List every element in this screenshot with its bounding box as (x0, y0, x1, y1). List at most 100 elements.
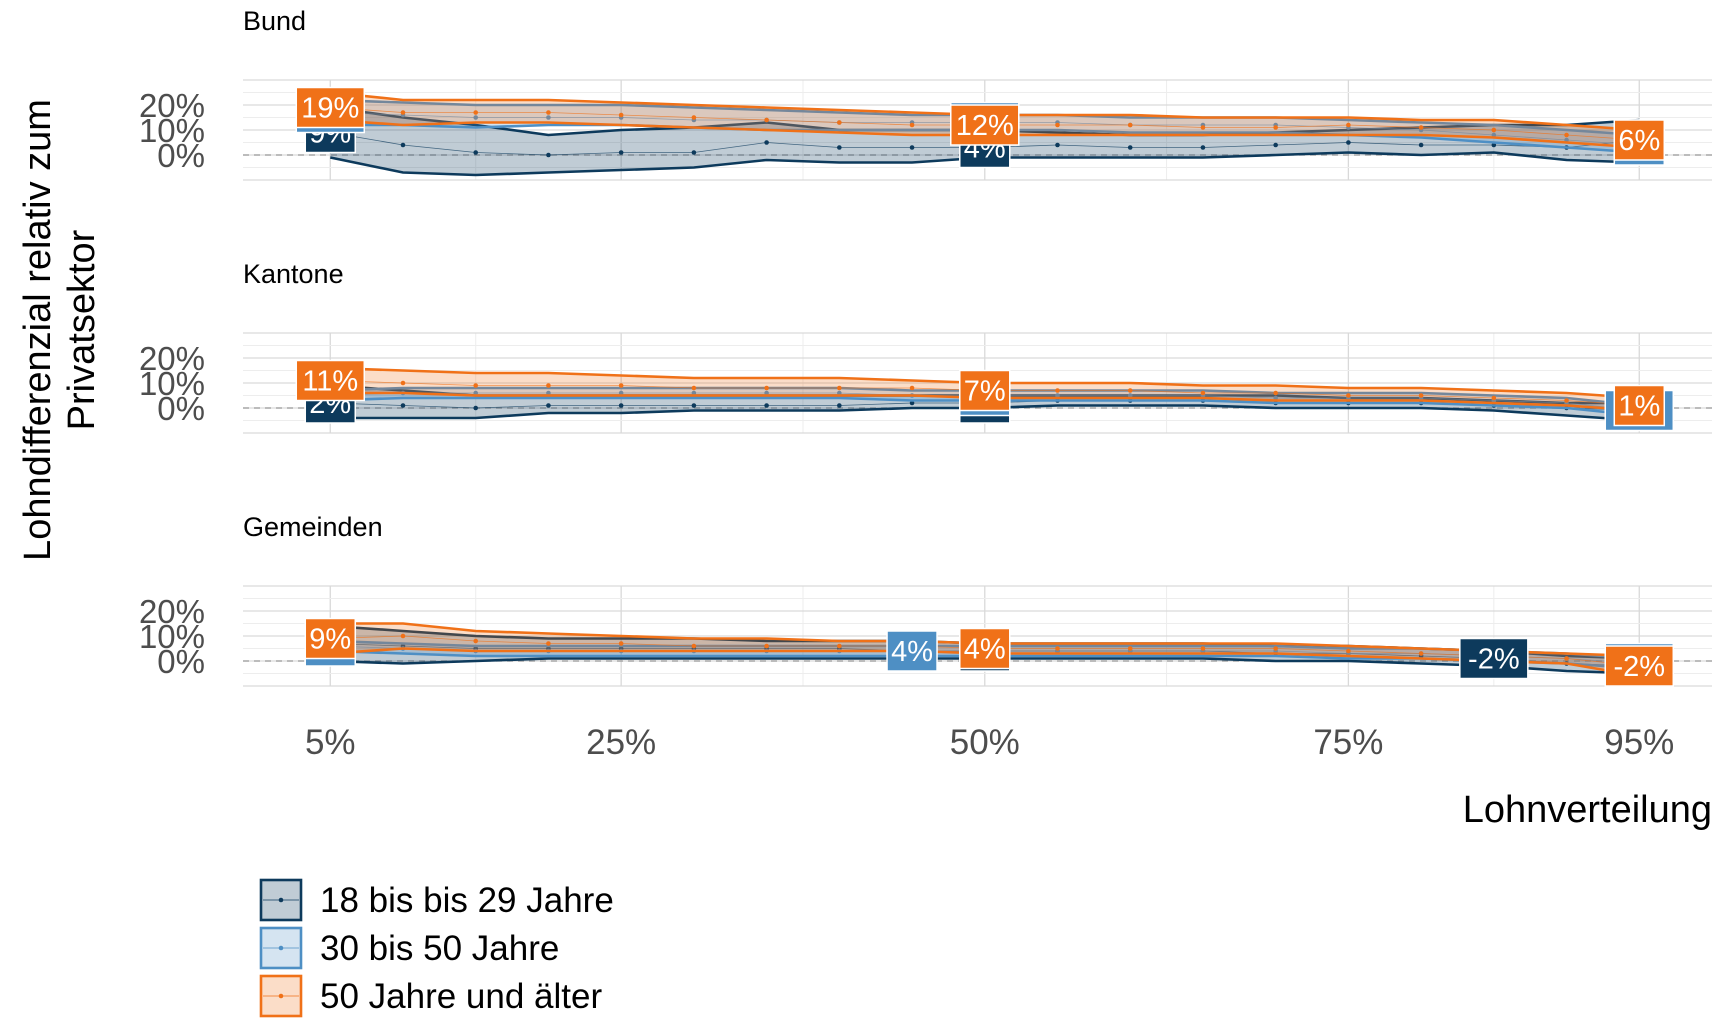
data-point (1346, 648, 1351, 654)
facet-title: Gemeinden (243, 512, 383, 542)
data-point (473, 383, 479, 388)
data-point (691, 115, 697, 120)
data-point (691, 403, 697, 408)
legend-item-30-bis-50-jahre: 30 bis 50 Jahre (259, 926, 559, 970)
x-axis-title: Lohnverteilung (1463, 789, 1712, 831)
data-point (1127, 646, 1133, 651)
data-point (1127, 122, 1133, 128)
data-point (546, 152, 551, 158)
legend: 18 bis bis 29 Jahre 30 bis 50 Jahre 50 Jah… (259, 878, 614, 1018)
y-tick-label: 0% (157, 137, 205, 174)
data-point (837, 385, 842, 391)
value-label-box (1613, 384, 1666, 427)
data-point (546, 115, 551, 120)
data-point (837, 145, 842, 150)
data-point (1055, 122, 1060, 128)
data-point (764, 385, 769, 391)
value-label-box (1604, 645, 1675, 687)
data-point (1491, 132, 1497, 138)
data-point (764, 117, 769, 123)
data-point (837, 120, 842, 125)
data-point (618, 383, 624, 388)
value-label: 12% (950, 104, 1020, 146)
legend-label: 50 Jahre und älter (320, 977, 602, 1016)
data-point (1273, 125, 1278, 130)
value-label: 19% (295, 86, 366, 129)
data-point (1418, 125, 1424, 130)
x-tick-label: 95% (1604, 723, 1674, 762)
y-tick-label: 0% (157, 390, 205, 427)
data-point (691, 390, 697, 396)
data-point (1055, 393, 1060, 398)
value-label: 7% (959, 369, 1011, 412)
value-label-box (295, 86, 366, 129)
data-point (1127, 393, 1133, 398)
value-label-box (304, 617, 357, 660)
data-point (473, 638, 479, 644)
legend-item-50-jahre-und-lter: 50 Jahre und älter (259, 974, 602, 1018)
data-point (618, 112, 624, 118)
data-point (1273, 646, 1278, 651)
data-point (837, 403, 842, 408)
value-label-text: 9% (309, 624, 351, 656)
y-tick-label: 10% (139, 618, 205, 655)
data-point (764, 140, 769, 145)
data-point (473, 405, 479, 411)
data-point (1564, 656, 1569, 661)
x-tick-label: 50% (950, 723, 1020, 762)
legend-item-18-bis-bis-29-jahre: 18 bis bis 29 Jahre (259, 878, 614, 922)
value-label-box (295, 359, 366, 402)
value-label-text: 1% (1618, 391, 1660, 423)
data-point (546, 110, 551, 115)
value-label: 4% (886, 630, 938, 672)
data-point (400, 380, 406, 386)
data-point (618, 390, 624, 396)
data-point (618, 403, 624, 408)
data-point (1127, 388, 1133, 393)
data-point (1273, 142, 1278, 148)
value-label-text: 19% (301, 93, 359, 125)
data-point (1273, 390, 1278, 396)
value-label-box (1613, 119, 1666, 161)
data-point (764, 390, 769, 396)
data-point (618, 641, 624, 646)
value-label: 1% (1613, 384, 1666, 427)
y-tick-label: 0% (157, 643, 205, 680)
y-tick-label: 10% (139, 112, 205, 149)
data-point (1491, 395, 1497, 401)
data-point (764, 403, 769, 408)
value-label: 4% (959, 627, 1011, 670)
value-label: -2% (1459, 637, 1529, 680)
data-point (618, 150, 624, 155)
y-tick-label: 20% (139, 593, 205, 630)
data-point (546, 390, 551, 396)
legend-key-point (278, 993, 284, 999)
data-point (1564, 398, 1569, 403)
data-point (1346, 393, 1351, 398)
value-label: -2% (1604, 645, 1675, 687)
y-axis-title: Lohndifferenzial relativ zumPrivatsektor (17, 99, 103, 561)
facet-title: Kantone (243, 259, 344, 289)
data-point (1418, 651, 1424, 656)
data-point (546, 641, 551, 646)
data-point (1346, 140, 1351, 145)
value-label-text: 11% (302, 366, 358, 398)
data-point (473, 150, 479, 155)
y-tick-label: 10% (139, 365, 205, 402)
data-point (546, 383, 551, 388)
data-point (1418, 393, 1424, 398)
value-label-text: -2% (1468, 644, 1520, 676)
data-point (1055, 388, 1060, 393)
value-label-box (950, 104, 1020, 146)
data-point (691, 385, 697, 391)
data-point (1200, 390, 1206, 396)
data-point (400, 633, 406, 639)
value-label-box (959, 627, 1011, 670)
data-point (909, 122, 915, 128)
value-label-text: -2% (1613, 651, 1665, 683)
data-point (400, 110, 406, 115)
legend-key-point (278, 945, 284, 951)
value-label: 11% (295, 359, 366, 402)
